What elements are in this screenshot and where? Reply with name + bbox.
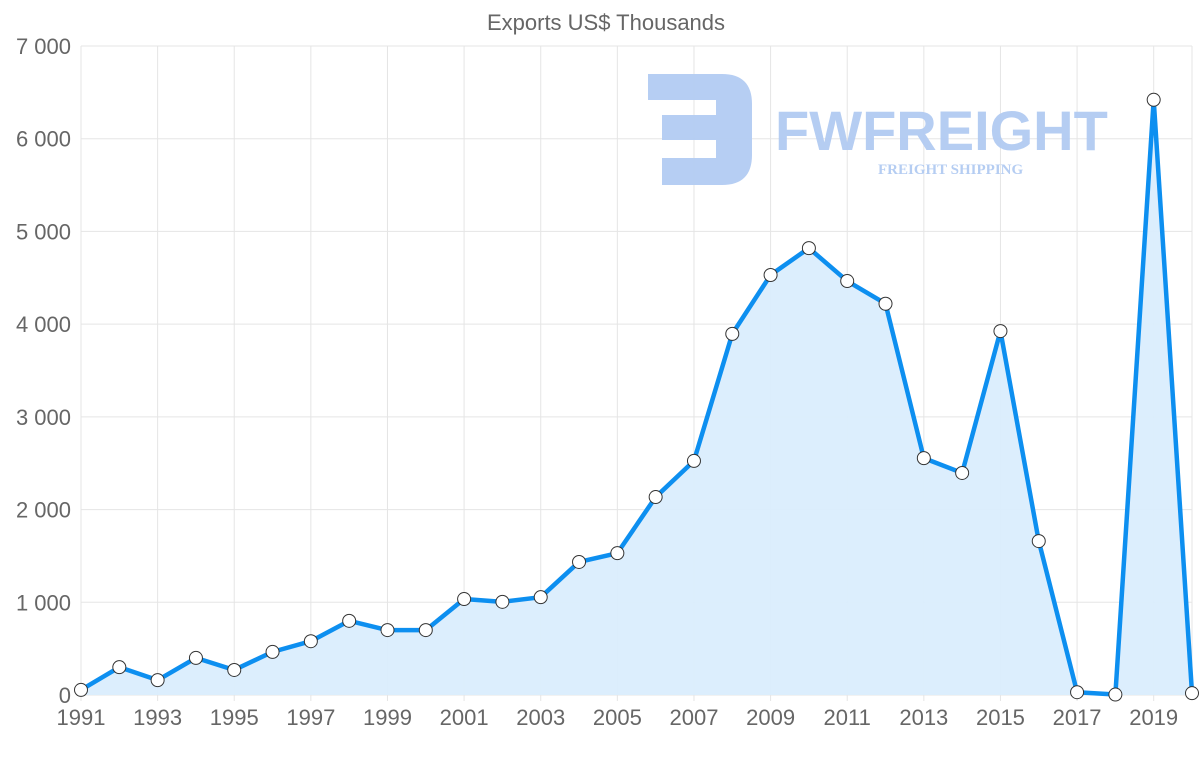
data-point xyxy=(457,592,472,607)
data-point xyxy=(418,623,433,638)
data-point xyxy=(188,650,203,665)
series-fill xyxy=(81,99,1192,695)
data-point xyxy=(150,673,165,688)
data-point xyxy=(572,554,587,569)
series-line xyxy=(79,97,1195,697)
x-tick-label: 2015 xyxy=(976,705,1025,730)
data-point xyxy=(840,274,855,289)
y-tick-label: 1 000 xyxy=(16,590,71,615)
data-point xyxy=(495,594,510,609)
watermark-tagline: FREIGHT SHIPPING xyxy=(878,162,1023,178)
watermark-brand: FWFREIGHT xyxy=(775,99,1108,162)
data-point xyxy=(74,682,88,697)
data-point xyxy=(342,613,357,628)
watermark-logo: FWFREIGHT FREIGHT SHIPPING xyxy=(648,74,1108,185)
x-tick-label: 2005 xyxy=(593,705,642,730)
y-tick-label: 4 000 xyxy=(16,312,71,337)
data-point xyxy=(303,634,318,649)
data-point xyxy=(725,326,740,341)
data-point xyxy=(955,465,970,480)
data-point xyxy=(916,451,931,466)
x-tick-label: 1993 xyxy=(133,705,182,730)
y-axis-ticks: 0 1 000 2 000 3 000 4 000 5 000 6 000 7 000 xyxy=(16,34,71,708)
y-tick-label: 2 000 xyxy=(16,498,71,523)
data-point xyxy=(1146,92,1161,107)
x-tick-label: 2003 xyxy=(516,705,565,730)
data-point xyxy=(801,241,816,256)
series-area xyxy=(79,97,1195,697)
x-tick-label: 1999 xyxy=(363,705,412,730)
x-tick-label: 2017 xyxy=(1053,705,1102,730)
chart-title: Exports US$ Thousands xyxy=(487,10,725,35)
data-point xyxy=(878,296,893,311)
x-tick-label: 2013 xyxy=(899,705,948,730)
y-tick-label: 6 000 xyxy=(16,127,71,152)
data-point xyxy=(1070,685,1085,700)
data-point xyxy=(1185,686,1199,701)
x-tick-label: 1997 xyxy=(286,705,335,730)
y-tick-label: 5 000 xyxy=(16,219,71,244)
y-tick-label: 3 000 xyxy=(16,405,71,430)
data-points xyxy=(74,92,1199,702)
data-point xyxy=(227,662,242,677)
data-point xyxy=(1108,687,1123,702)
data-point xyxy=(265,644,280,659)
data-point xyxy=(610,546,625,561)
x-tick-label: 2009 xyxy=(746,705,795,730)
y-tick-label: 7 000 xyxy=(16,34,71,59)
data-point xyxy=(380,623,395,638)
data-point xyxy=(686,453,701,468)
x-tick-label: 2007 xyxy=(669,705,718,730)
data-point xyxy=(533,590,548,605)
x-tick-label: 1995 xyxy=(210,705,259,730)
data-point xyxy=(1031,534,1046,549)
x-tick-label: 1991 xyxy=(57,705,106,730)
x-tick-label: 2001 xyxy=(440,705,489,730)
data-point xyxy=(763,268,778,283)
y-tick-label: 0 xyxy=(59,683,71,708)
x-axis-ticks: 1991 1993 1995 1997 1999 2001 2003 2005 2007 2009… xyxy=(57,705,1179,730)
logo-mark-icon xyxy=(648,74,752,185)
data-point xyxy=(112,660,127,675)
data-point xyxy=(993,324,1008,339)
data-point xyxy=(648,490,663,505)
x-tick-label: 2011 xyxy=(824,705,871,730)
x-tick-label: 2019 xyxy=(1129,705,1178,730)
